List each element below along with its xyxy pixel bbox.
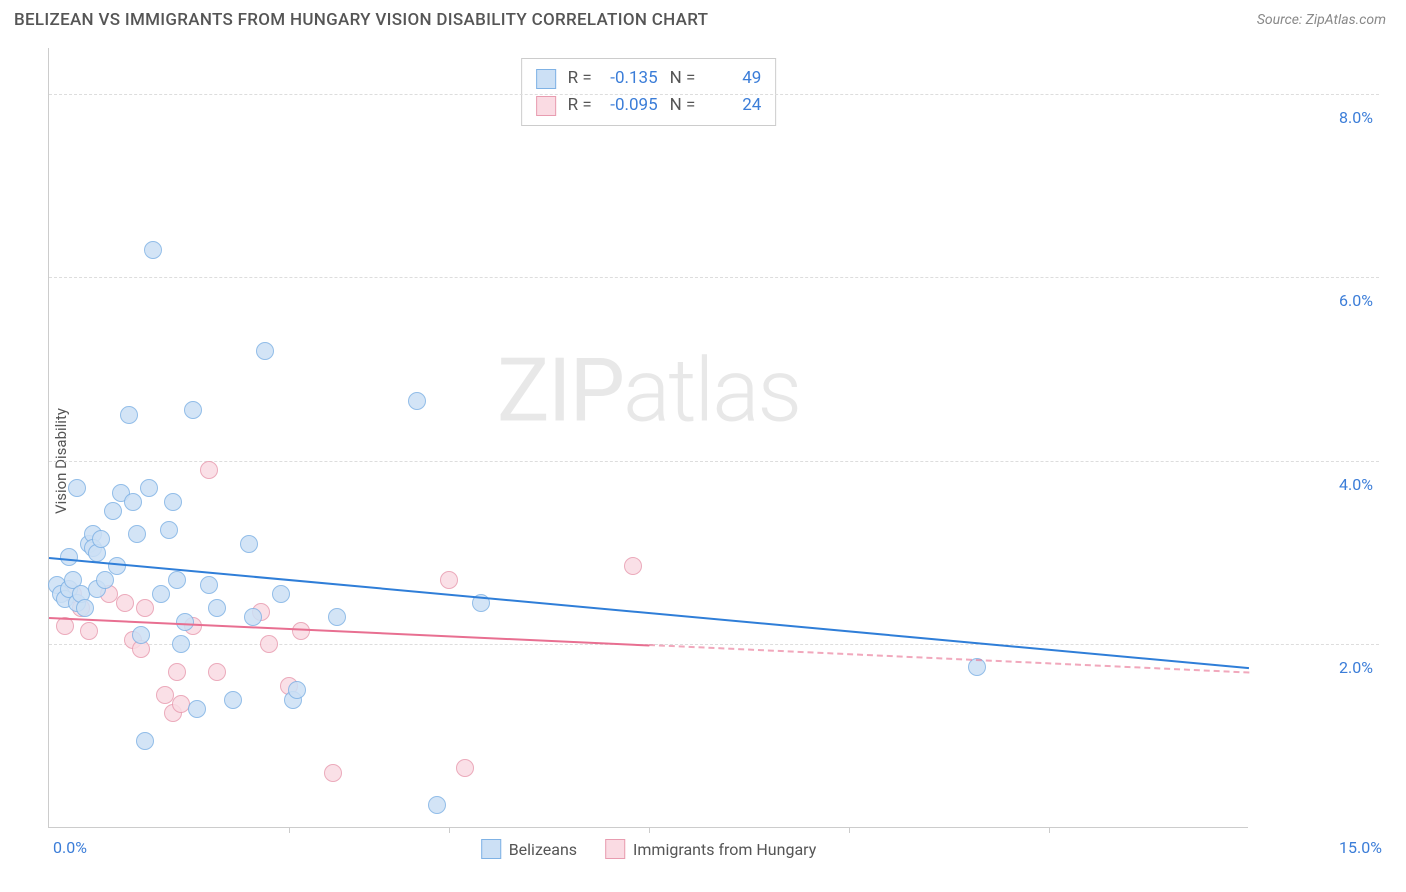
n-value-a: 49 (703, 65, 761, 92)
series-a-point (132, 626, 150, 644)
x-tick (449, 827, 450, 833)
series-b-point (260, 635, 278, 653)
x-tick (649, 827, 650, 833)
series-a-point (164, 493, 182, 511)
x-tick (849, 827, 850, 833)
series-a-point (120, 406, 138, 424)
series-a-point (256, 342, 274, 360)
y-tick-label: 8.0% (1339, 108, 1373, 127)
series-a-point (328, 608, 346, 626)
series-a-point (136, 732, 154, 750)
series-a-point (108, 557, 126, 575)
series-a-point (288, 681, 306, 699)
series-a-trendline (49, 557, 1249, 669)
series-b-point (456, 759, 474, 777)
series-b-point (440, 571, 458, 589)
legend-row-a: R = -0.135 N = 49 (536, 65, 762, 92)
x-tick (1049, 827, 1050, 833)
series-a-point (68, 479, 86, 497)
series-b-point (168, 663, 186, 681)
legend-row-b: R = -0.095 N = 24 (536, 92, 762, 119)
series-b-point (208, 663, 226, 681)
series-a-point (140, 479, 158, 497)
y-tick-label: 4.0% (1339, 475, 1373, 494)
y-tick-label: 6.0% (1339, 291, 1373, 310)
n-label-b: N = (670, 92, 696, 119)
series-a-name: Belizeans (509, 840, 577, 859)
swatch-b-icon (605, 839, 625, 859)
gridline (49, 644, 1379, 645)
chart-header: BELIZEAN VS IMMIGRANTS FROM HUNGARY VISI… (0, 0, 1406, 36)
correlation-legend: R = -0.135 N = 49 R = -0.095 N = 24 (521, 58, 777, 126)
chart-container: Vision Disability ZIPatlas R = -0.135 N … (0, 36, 1406, 886)
series-legend: Belizeans Immigrants from Hungary (481, 839, 817, 859)
series-a-point (172, 635, 190, 653)
series-a-point (144, 241, 162, 259)
legend-item-b: Immigrants from Hungary (605, 839, 816, 859)
series-b-name: Immigrants from Hungary (633, 840, 816, 859)
swatch-series-a (536, 69, 556, 89)
n-value-b: 24 (703, 92, 761, 119)
series-b-point (200, 461, 218, 479)
series-b-point (624, 557, 642, 575)
series-a-point (272, 585, 290, 603)
x-tick-label: 0.0% (53, 838, 87, 857)
plot-area: ZIPatlas R = -0.135 N = 49 R = -0.095 N … (48, 48, 1248, 828)
x-tick (289, 827, 290, 833)
n-label-a: N = (670, 65, 696, 92)
watermark-atlas: atlas (623, 339, 800, 442)
series-b-point (80, 622, 98, 640)
x-tick-label: 15.0% (1339, 838, 1382, 857)
r-label-a: R = (568, 65, 592, 92)
series-a-point (176, 613, 194, 631)
gridline (49, 94, 1379, 95)
series-a-point (124, 493, 142, 511)
series-b-point (324, 764, 342, 782)
gridline (49, 461, 1379, 462)
y-tick-label: 2.0% (1339, 658, 1373, 677)
chart-source: Source: ZipAtlas.com (1257, 12, 1386, 28)
series-a-point (224, 691, 242, 709)
series-a-point (160, 521, 178, 539)
r-label-b: R = (568, 92, 592, 119)
legend-item-a: Belizeans (481, 839, 577, 859)
series-a-point (184, 401, 202, 419)
series-b-point (136, 599, 154, 617)
gridline (49, 277, 1379, 278)
r-value-a: -0.135 (600, 65, 658, 92)
series-a-point (208, 599, 226, 617)
watermark-zip: ZIP (497, 339, 623, 442)
chart-title: BELIZEAN VS IMMIGRANTS FROM HUNGARY VISI… (14, 10, 708, 30)
series-b-point (116, 594, 134, 612)
watermark: ZIPatlas (497, 339, 800, 442)
series-a-point (168, 571, 186, 589)
series-a-point (152, 585, 170, 603)
source-name: ZipAtlas.com (1306, 12, 1386, 28)
r-value-b: -0.095 (600, 92, 658, 119)
series-a-point (92, 530, 110, 548)
swatch-a-icon (481, 839, 501, 859)
series-a-point (128, 525, 146, 543)
series-a-point (408, 392, 426, 410)
source-prefix: Source: (1257, 12, 1306, 28)
swatch-series-b (536, 96, 556, 116)
series-a-point (244, 608, 262, 626)
series-a-point (200, 576, 218, 594)
series-a-point (428, 796, 446, 814)
series-a-point (240, 535, 258, 553)
series-a-point (188, 700, 206, 718)
series-a-point (76, 599, 94, 617)
series-a-point (104, 502, 122, 520)
